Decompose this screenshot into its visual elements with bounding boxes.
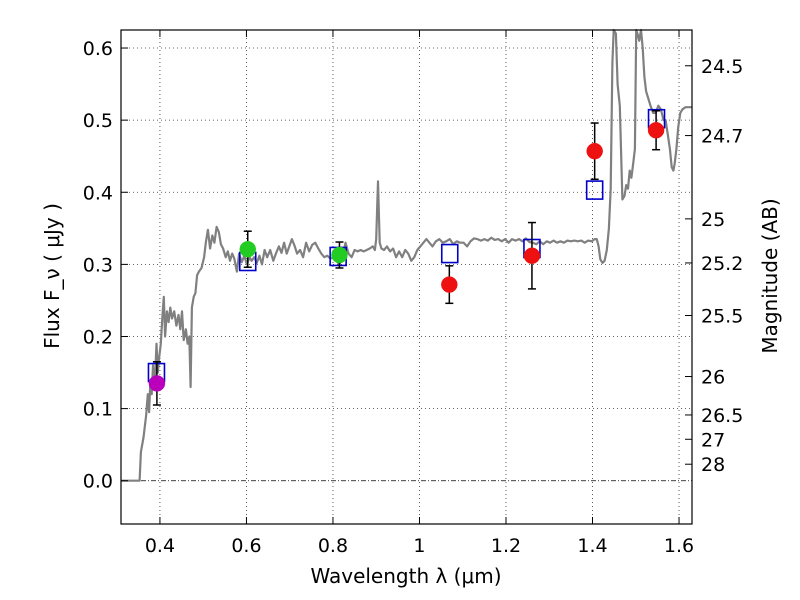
right-tick-label: 25.2 xyxy=(701,253,743,275)
x-tick-label: 1.4 xyxy=(577,535,607,557)
x-tick-label: 1.2 xyxy=(491,535,521,557)
right-tick-label: 25.5 xyxy=(701,306,743,328)
right-tick-label: 27 xyxy=(701,429,725,451)
right-tick-label: 26.5 xyxy=(701,405,743,427)
observed-point xyxy=(523,247,541,264)
observed-point xyxy=(239,240,256,258)
observed-point xyxy=(331,246,348,264)
x-tick-label: 0.8 xyxy=(318,535,348,557)
x-axis-title: Wavelength λ (μm) xyxy=(310,564,501,588)
y-tick-label: 0.0 xyxy=(83,471,113,493)
right-axis-title: Magnitude (AB) xyxy=(758,198,782,353)
observed-point xyxy=(647,121,665,139)
y-axis-title: Flux F_ν ( μJy ) xyxy=(40,203,64,349)
x-tick-label: 0.4 xyxy=(145,535,175,557)
plot-frame xyxy=(120,29,693,525)
axis-ticks: 0.4 0.6 0.8 1 1.2 1.4 1.6 0.0 0.1 0.2 0.3 0.4 0.5 0.6… xyxy=(83,30,743,557)
right-tick-label: 25 xyxy=(701,209,725,231)
model-square xyxy=(585,180,604,200)
y-tick-label: 0.4 xyxy=(83,182,113,204)
x-tick-label: 0.6 xyxy=(231,535,261,557)
right-tick-label: 24.5 xyxy=(701,56,743,78)
observed-point xyxy=(148,375,166,392)
observed-point xyxy=(586,142,603,160)
y-tick-label: 0.3 xyxy=(83,254,113,276)
grid-lines xyxy=(121,30,692,524)
data-marks xyxy=(147,108,666,406)
model-square xyxy=(440,243,459,264)
y-tick-label: 0.1 xyxy=(83,399,113,421)
right-tick-label: 24.7 xyxy=(701,126,743,148)
x-tick-label: 1 xyxy=(413,535,425,557)
right-tick-label: 26 xyxy=(701,367,725,389)
y-tick-label: 0.6 xyxy=(83,38,113,60)
y-tick-label: 0.5 xyxy=(83,110,113,132)
y-tick-label: 0.2 xyxy=(83,326,113,348)
right-tick-label: 28 xyxy=(701,454,725,476)
model-spectrum-line xyxy=(121,28,692,482)
observed-point xyxy=(441,276,458,293)
x-tick-label: 1.6 xyxy=(664,535,694,557)
